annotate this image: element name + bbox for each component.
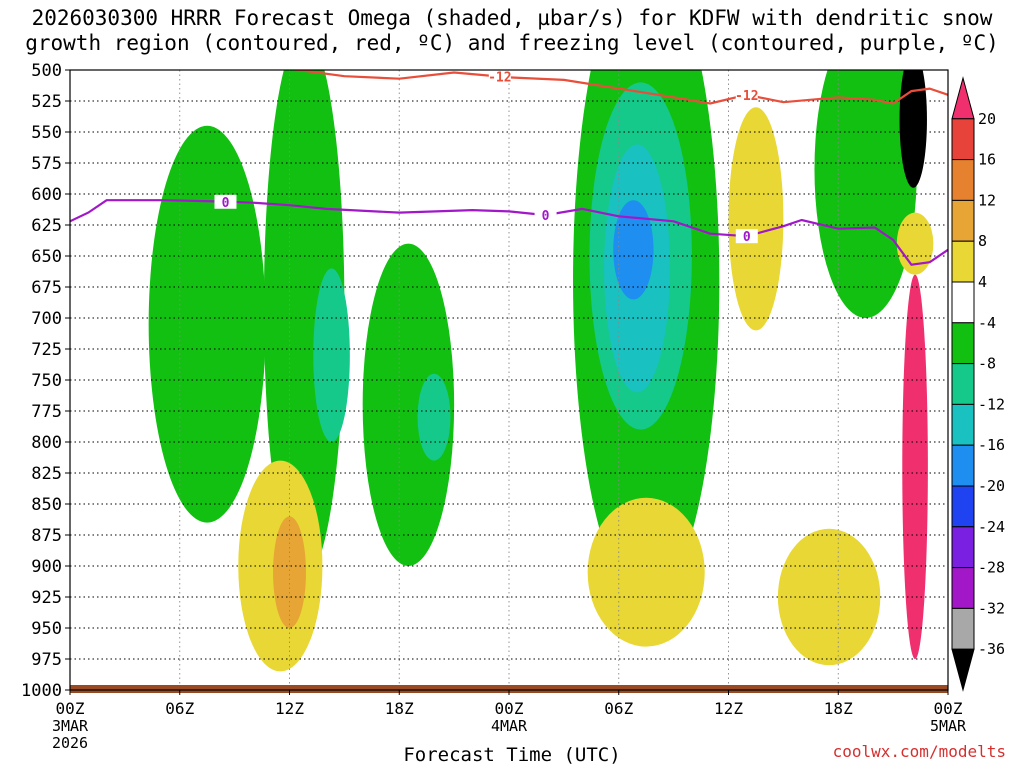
y-tick-label-825: 825 bbox=[31, 464, 62, 484]
freezing-level-label-bg-2 bbox=[735, 229, 758, 244]
y-tick-label-575: 575 bbox=[31, 154, 62, 174]
y-tick-label-550: 550 bbox=[31, 123, 62, 143]
x-tick-label-0: 00Z bbox=[56, 699, 85, 718]
x-tick-label-48: 00Z bbox=[934, 699, 963, 718]
freezing-level-label-0: 0 bbox=[222, 196, 230, 211]
colorbar-cell-2 bbox=[951, 159, 975, 201]
x-tick-date-0: 3MAR bbox=[52, 717, 89, 735]
y-tick-label-725: 725 bbox=[31, 340, 62, 360]
colorbar-label-11: -28 bbox=[978, 559, 1005, 577]
y-tick-label-675: 675 bbox=[31, 278, 62, 298]
omega-region-6 bbox=[417, 373, 451, 461]
omega-region-9 bbox=[613, 200, 654, 300]
y-tick-label-600: 600 bbox=[31, 185, 62, 205]
x-tick-label-12: 12Z bbox=[275, 699, 304, 718]
colorbar-cell-10 bbox=[951, 485, 975, 528]
colorbar-label-0: 20 bbox=[978, 110, 996, 128]
dgz-minus12-label-bg-0 bbox=[488, 70, 511, 84]
x-tick-label-36: 12Z bbox=[714, 699, 743, 718]
x-tick-date-24: 4MAR bbox=[491, 717, 528, 735]
omega-shading bbox=[148, 70, 934, 672]
colorbar-cell-13 bbox=[951, 607, 975, 650]
x-tick-year-0: 2026 bbox=[52, 734, 88, 752]
colorbar-label-12: -32 bbox=[978, 599, 1005, 617]
colorbar-label-13: -36 bbox=[978, 640, 1005, 658]
dgz-minus12-label-1: -12 bbox=[735, 89, 758, 104]
omega-region-5 bbox=[313, 268, 350, 443]
omega-region-12 bbox=[587, 497, 705, 647]
colorbar-cell-11 bbox=[951, 526, 975, 569]
colorbar-label-10: -24 bbox=[978, 518, 1005, 536]
colorbar-label-5: -4 bbox=[978, 314, 996, 332]
dgz-minus12-line bbox=[290, 70, 948, 105]
x-tick-label-30: 06Z bbox=[604, 699, 633, 718]
credit-link[interactable]: coolwx.com/modelts bbox=[832, 742, 1006, 761]
y-tick-label-875: 875 bbox=[31, 526, 62, 546]
x-axis-title: Forecast Time (UTC) bbox=[403, 744, 621, 766]
y-tick-label-1000: 1000 bbox=[21, 681, 62, 701]
x-tick-label-6: 06Z bbox=[165, 699, 194, 718]
omega-region-13 bbox=[728, 107, 784, 331]
omega-region-0 bbox=[148, 125, 266, 523]
omega-region-17 bbox=[899, 70, 927, 188]
colorbar-label-2: 12 bbox=[978, 191, 996, 209]
omega-region-4 bbox=[814, 70, 917, 318]
y-tick-label-625: 625 bbox=[31, 216, 62, 236]
y-tick-label-750: 750 bbox=[31, 371, 62, 391]
colorbar-cell-12 bbox=[951, 567, 975, 609]
dgz-minus12-label-0: -12 bbox=[488, 71, 511, 86]
y-tick-label-900: 900 bbox=[31, 557, 62, 577]
colorbar-label-7: -12 bbox=[978, 395, 1005, 413]
colorbar-label-9: -20 bbox=[978, 477, 1005, 495]
chart-title-line1: 2026030300 HRRR Forecast Omega (shaded, … bbox=[31, 6, 993, 30]
y-tick-label-700: 700 bbox=[31, 309, 62, 329]
colorbar-label-4: 4 bbox=[978, 273, 987, 291]
terrain-strip bbox=[70, 685, 948, 693]
omega-region-16 bbox=[902, 274, 928, 659]
colorbar-cell-6 bbox=[951, 322, 975, 365]
colorbar-label-6: -8 bbox=[978, 355, 996, 373]
dgz-minus12-label-bg-1 bbox=[735, 87, 758, 102]
y-tick-label-650: 650 bbox=[31, 247, 62, 267]
y-tick-label-850: 850 bbox=[31, 495, 62, 515]
colorbar: 20 16 12 8 4 -4 -8 -12 -16 -20 -24 -28 -32 -36 bbox=[951, 76, 1005, 692]
omega-region-14 bbox=[777, 528, 881, 666]
y-tick-label-975: 975 bbox=[31, 650, 62, 670]
colorbar-cell-7 bbox=[951, 363, 975, 405]
freezing-level-label-2: 0 bbox=[743, 230, 751, 245]
x-tick-label-42: 18Z bbox=[824, 699, 853, 718]
colorbar-cell-14 bbox=[951, 648, 975, 692]
freezing-level-label-bg-0 bbox=[214, 194, 237, 209]
y-tick-label-525: 525 bbox=[31, 92, 62, 112]
colorbar-label-3: 8 bbox=[978, 232, 987, 250]
colorbar-cell-4 bbox=[951, 240, 975, 283]
omega-region-2 bbox=[362, 243, 455, 567]
colorbar-cell-9 bbox=[951, 444, 975, 487]
chart-title-line2: growth region (contoured, red, ºC) and f… bbox=[25, 31, 999, 55]
colorbar-cell-8 bbox=[951, 403, 975, 446]
colorbar-cell-3 bbox=[951, 199, 975, 242]
x-tick-label-24: 00Z bbox=[495, 699, 524, 718]
y-axis: 500 525 550 575 600 625 650 675 700 725 750 775 800 8… bbox=[21, 61, 70, 701]
colorbar-cell-5 bbox=[951, 281, 975, 324]
freezing-level-label-bg-1 bbox=[534, 208, 557, 223]
x-tick-date-48: 5MAR bbox=[930, 717, 967, 735]
colorbar-label-1: 16 bbox=[978, 151, 996, 169]
contour-lines: 0 0 0 -12 -12 bbox=[70, 70, 948, 266]
freezing-level-label-1: 0 bbox=[542, 209, 550, 224]
colorbar-label-8: -16 bbox=[978, 436, 1005, 454]
y-tick-label-500: 500 bbox=[31, 61, 62, 81]
y-tick-label-800: 800 bbox=[31, 433, 62, 453]
x-tick-label-18: 18Z bbox=[385, 699, 414, 718]
omega-region-11 bbox=[273, 516, 306, 628]
y-tick-label-775: 775 bbox=[31, 402, 62, 422]
colorbar-cell-0 bbox=[951, 76, 975, 120]
y-tick-label-950: 950 bbox=[31, 619, 62, 639]
omega-region-1 bbox=[263, 70, 345, 579]
y-tick-label-925: 925 bbox=[31, 588, 62, 608]
colorbar-cell-1 bbox=[951, 118, 975, 161]
